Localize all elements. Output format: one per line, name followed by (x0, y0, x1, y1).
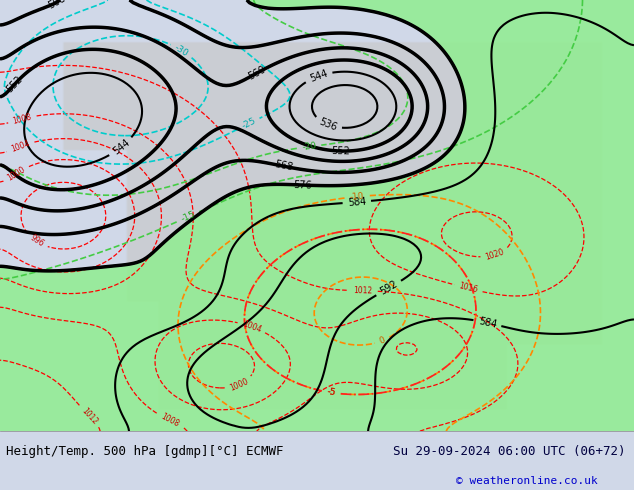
Text: 584: 584 (477, 316, 498, 330)
Text: -25: -25 (240, 117, 257, 131)
Text: 544: 544 (111, 138, 131, 157)
Text: 1008: 1008 (12, 112, 33, 126)
Text: 1012: 1012 (354, 286, 373, 295)
Text: 1000: 1000 (6, 165, 27, 182)
Text: 1012: 1012 (79, 406, 99, 426)
Text: 576: 576 (293, 180, 312, 191)
Text: 996: 996 (28, 234, 45, 249)
Text: -15: -15 (179, 210, 197, 224)
Text: 1008: 1008 (158, 412, 180, 429)
Text: 584: 584 (347, 196, 366, 208)
Text: 1004: 1004 (241, 319, 262, 334)
Text: Height/Temp. 500 hPa [gdmp][°C] ECMWF: Height/Temp. 500 hPa [gdmp][°C] ECMWF (6, 445, 284, 458)
Text: 1020: 1020 (484, 247, 505, 262)
Text: -5: -5 (327, 388, 337, 398)
Text: © weatheronline.co.uk: © weatheronline.co.uk (456, 476, 598, 486)
Text: 536: 536 (318, 117, 339, 133)
Text: -20: -20 (301, 141, 317, 152)
Text: 560: 560 (246, 64, 267, 82)
Text: -10: -10 (349, 192, 365, 202)
Text: -30: -30 (173, 43, 190, 58)
Text: 568: 568 (47, 0, 68, 11)
Text: 592: 592 (378, 279, 399, 297)
Text: 1000: 1000 (228, 377, 250, 392)
Text: 0: 0 (378, 336, 387, 346)
Text: 1016: 1016 (458, 282, 479, 295)
Text: 552: 552 (4, 74, 25, 94)
Text: 568: 568 (273, 160, 294, 173)
Text: Su 29-09-2024 06:00 UTC (06+72): Su 29-09-2024 06:00 UTC (06+72) (393, 445, 626, 458)
Text: 1004: 1004 (10, 139, 31, 154)
Text: 552: 552 (332, 146, 351, 156)
Text: 544: 544 (308, 68, 329, 84)
Text: -5: -5 (327, 388, 337, 398)
